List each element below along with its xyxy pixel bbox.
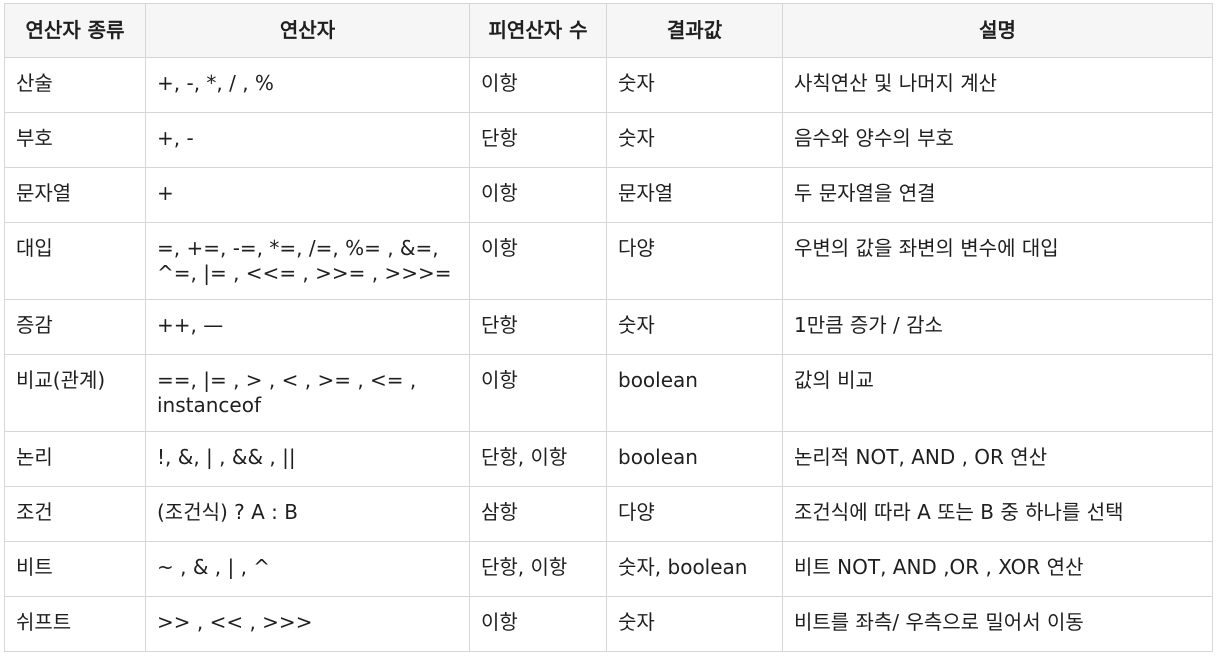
cell-description: 조건식에 따라 A 또는 B 중 하나를 선택 xyxy=(782,486,1213,542)
operator-line: instanceof xyxy=(157,393,262,417)
table-row: 논리 !, &, | , && , || 단항, 이항 boolean 논리적 NOT,… xyxy=(4,431,1213,487)
cell-kind: 논리 xyxy=(4,431,146,487)
cell-description: 비트 NOT, AND ,OR , XOR 연산 xyxy=(782,541,1213,597)
cell-operand-count: 단항 xyxy=(469,112,607,168)
cell-result: 다양 xyxy=(606,486,783,542)
cell-operand-count: 이항 xyxy=(469,596,607,652)
cell-description: 음수와 양수의 부호 xyxy=(782,112,1213,168)
header-operand-count: 피연산자 수 xyxy=(469,3,607,58)
table-row: 증감 ++, — 단항 숫자 1만큼 증가 / 감소 xyxy=(4,299,1213,355)
cell-result: 숫자 xyxy=(606,57,783,113)
operator-line: ^=, |= , <<= , >>= , >>>= xyxy=(157,261,452,285)
operator-table: 연산자 종류 연산자 피연산자 수 결과값 설명 산술 +, -, *, / , … xyxy=(4,3,1213,652)
cell-kind: 문자열 xyxy=(4,167,146,223)
operator-line: +, -, *, / , % xyxy=(157,71,274,95)
cell-operator: +, - xyxy=(145,112,470,168)
cell-result: boolean xyxy=(606,354,783,432)
header-operator: 연산자 xyxy=(145,3,470,58)
operator-line: (조건식) ? A : B xyxy=(157,500,298,524)
cell-description: 사칙연산 및 나머지 계산 xyxy=(782,57,1213,113)
cell-description: 논리적 NOT, AND , OR 연산 xyxy=(782,431,1213,487)
cell-description: 1만큼 증가 / 감소 xyxy=(782,299,1213,355)
cell-result: boolean xyxy=(606,431,783,487)
cell-operand-count: 이항 xyxy=(469,57,607,113)
header-row: 연산자 종류 연산자 피연산자 수 결과값 설명 xyxy=(4,3,1213,58)
table-row: 산술 +, -, *, / , % 이항 숫자 사칙연산 및 나머지 계산 xyxy=(4,57,1213,113)
table-row: 비트 ~ , & , | , ^ 단항, 이항 숫자, boolean 비트 NOT, … xyxy=(4,541,1213,597)
cell-operand-count: 이항 xyxy=(469,222,607,300)
operator-line: ~ , & , | , ^ xyxy=(157,555,271,579)
cell-operator: ==, |= , > , < , >= , <= , instanceof xyxy=(145,354,470,432)
operator-line: =, +=, -=, *=, /=, %= , &=, xyxy=(157,236,439,260)
cell-operator: >> , << , >>> xyxy=(145,596,470,652)
operator-line: + xyxy=(157,181,174,205)
cell-description: 값의 비교 xyxy=(782,354,1213,432)
cell-kind: 조건 xyxy=(4,486,146,542)
header-kind: 연산자 종류 xyxy=(4,3,146,58)
table-row: 대입 =, +=, -=, *=, /=, %= , &=, ^=, |= , <… xyxy=(4,222,1213,300)
header-result: 결과값 xyxy=(606,3,783,58)
operator-line: ++, — xyxy=(157,313,224,337)
cell-kind: 쉬프트 xyxy=(4,596,146,652)
cell-operand-count: 단항, 이항 xyxy=(469,541,607,597)
cell-kind: 증감 xyxy=(4,299,146,355)
cell-operator: =, +=, -=, *=, /=, %= , &=, ^=, |= , <<= … xyxy=(145,222,470,300)
cell-result: 다양 xyxy=(606,222,783,300)
cell-result: 숫자 xyxy=(606,112,783,168)
cell-operand-count: 단항 xyxy=(469,299,607,355)
cell-kind: 부호 xyxy=(4,112,146,168)
cell-result: 숫자, boolean xyxy=(606,541,783,597)
table-row: 비교(관계) ==, |= , > , < , >= , <= , instanc… xyxy=(4,354,1213,432)
cell-operand-count: 이항 xyxy=(469,354,607,432)
operator-line: !, &, | , && , || xyxy=(157,445,296,469)
operator-line: +, - xyxy=(157,126,194,150)
cell-result: 숫자 xyxy=(606,299,783,355)
cell-description: 두 문자열을 연결 xyxy=(782,167,1213,223)
operator-line: ==, |= , > , < , >= , <= , xyxy=(157,368,417,392)
cell-operator: +, -, *, / , % xyxy=(145,57,470,113)
operator-table-container: 연산자 종류 연산자 피연산자 수 결과값 설명 산술 +, -, *, / , … xyxy=(4,3,1213,652)
table-row: 쉬프트 >> , << , >>> 이항 숫자 비트를 좌측/ 우측으로 밀어서 이동 xyxy=(4,596,1213,652)
cell-operator: ~ , & , | , ^ xyxy=(145,541,470,597)
cell-description: 우변의 값을 좌변의 변수에 대입 xyxy=(782,222,1213,300)
cell-kind: 산술 xyxy=(4,57,146,113)
cell-operator: ++, — xyxy=(145,299,470,355)
cell-operator: !, &, | , && , || xyxy=(145,431,470,487)
cell-operand-count: 삼항 xyxy=(469,486,607,542)
cell-operand-count: 이항 xyxy=(469,167,607,223)
operator-line: >> , << , >>> xyxy=(157,610,313,634)
cell-operator: (조건식) ? A : B xyxy=(145,486,470,542)
cell-kind: 비트 xyxy=(4,541,146,597)
cell-kind: 비교(관계) xyxy=(4,354,146,432)
cell-result: 숫자 xyxy=(606,596,783,652)
table-row: 문자열 + 이항 문자열 두 문자열을 연결 xyxy=(4,167,1213,223)
table-row: 조건 (조건식) ? A : B 삼항 다양 조건식에 따라 A 또는 B 중 하나를 … xyxy=(4,486,1213,542)
table-row: 부호 +, - 단항 숫자 음수와 양수의 부호 xyxy=(4,112,1213,168)
cell-kind: 대입 xyxy=(4,222,146,300)
cell-operand-count: 단항, 이항 xyxy=(469,431,607,487)
cell-result: 문자열 xyxy=(606,167,783,223)
header-description: 설명 xyxy=(782,3,1213,58)
cell-operator: + xyxy=(145,167,470,223)
cell-description: 비트를 좌측/ 우측으로 밀어서 이동 xyxy=(782,596,1213,652)
